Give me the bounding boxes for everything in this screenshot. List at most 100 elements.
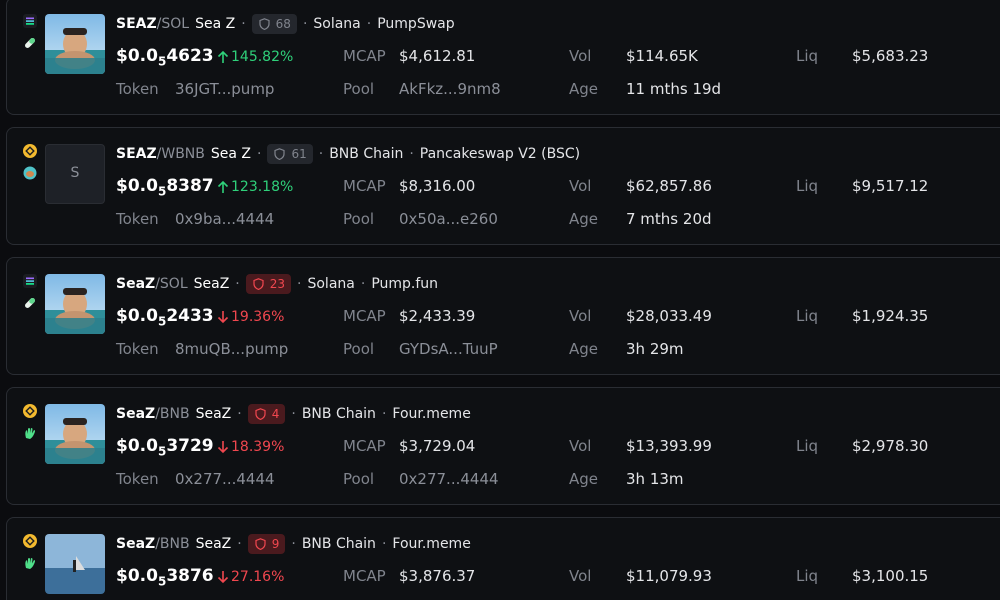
price-prefix: $0.0 <box>116 436 158 456</box>
chain-name: BNB Chain <box>329 146 404 162</box>
vol-value: $28,033.49 <box>626 307 712 325</box>
separator: · <box>381 406 387 422</box>
token-avatar <box>45 274 105 334</box>
score: 23 <box>269 277 286 291</box>
avatar-image <box>45 404 105 464</box>
liq-value: $1,924.35 <box>852 307 929 325</box>
vol-value: $114.65K <box>626 47 698 65</box>
token-card[interactable]: SeaZ / BNB SeaZ · 9 · BNB Chain · Four.meme $0.053… <box>6 517 1000 600</box>
age-label: Age <box>569 470 599 488</box>
token-label: Token <box>116 80 159 98</box>
base-symbol: SeaZ <box>116 406 156 422</box>
separator: · <box>291 406 296 422</box>
liq-value: $9,517.12 <box>852 177 929 195</box>
chain-icon <box>23 14 37 28</box>
change-value: 19.36% <box>231 309 285 325</box>
mcap-label: MCAP <box>343 437 386 455</box>
change-arrow <box>217 50 229 63</box>
title-row: SEAZ / SOL Sea Z · 68 · Solana · PumpSwap <box>116 14 455 34</box>
pool-label: Pool <box>343 470 375 488</box>
quote-symbol: BNB <box>159 536 190 552</box>
change-value: 145.82% <box>231 49 294 65</box>
avatar-image <box>45 534 105 594</box>
token-name: Sea Z <box>195 16 236 32</box>
token-avatar: S <box>45 144 105 204</box>
change-value: 123.18% <box>231 179 294 195</box>
liq-label: Liq <box>796 47 819 65</box>
pair-separator: / <box>155 276 160 292</box>
price-change: 123.18% <box>217 177 293 197</box>
quote-symbol: SOL <box>159 276 188 292</box>
base-symbol: SeaZ <box>116 536 156 552</box>
quote-symbol: SOL <box>161 16 190 32</box>
liq-label: Liq <box>796 177 819 195</box>
price-prefix: $0.0 <box>116 306 158 326</box>
mcap-label: MCAP <box>343 47 386 65</box>
price-prefix: $0.0 <box>116 176 158 196</box>
separator: · <box>241 16 246 32</box>
token-label: Token <box>116 470 159 488</box>
score-badge: 61 <box>267 144 313 164</box>
token-value: 36JGT...pump <box>175 80 275 98</box>
token-avatar <box>45 404 105 464</box>
dex-icon <box>25 428 35 439</box>
title-row: SeaZ / BNB SeaZ · 9 · BNB Chain · Four.meme <box>116 534 471 554</box>
price-zeros: 5 <box>157 444 167 459</box>
token-card[interactable]: SEAZ / SOL Sea Z · 68 · Solana · PumpSwap $0.05462… <box>6 0 1000 115</box>
liq-value: $2,978.30 <box>852 437 929 455</box>
token-name: SeaZ <box>195 536 232 552</box>
token-name: Sea Z <box>210 146 252 162</box>
mcap-label: MCAP <box>343 307 386 325</box>
score: 9 <box>271 537 280 551</box>
shield-icon <box>253 278 264 290</box>
token-value: 0x9ba...4444 <box>175 210 275 228</box>
price-change: 145.82% <box>217 47 293 67</box>
chain-icon <box>23 274 37 288</box>
shield-icon <box>255 538 266 550</box>
liq-label: Liq <box>796 567 819 585</box>
price-zeros: 5 <box>157 314 167 329</box>
pair-separator: / <box>155 406 160 422</box>
pool-label: Pool <box>343 80 375 98</box>
score: 68 <box>275 17 291 31</box>
price-prefix: $0.0 <box>116 566 158 586</box>
token-value: 0x277...4444 <box>175 470 275 488</box>
dex-icon <box>25 38 35 48</box>
chain-icon <box>23 404 37 418</box>
token-card[interactable]: S SEAZ / WBNB Sea Z · 61 · BNB Chain · Pancakeswap… <box>6 127 1000 245</box>
token-card[interactable]: SeaZ / SOL SeaZ · 23 · Solana · Pump.fun $0.052433… <box>6 257 1000 375</box>
vol-label: Vol <box>569 567 592 585</box>
separator: · <box>360 276 366 292</box>
price: $0.053729 <box>116 436 214 461</box>
liq-label: Liq <box>796 437 819 455</box>
separator: · <box>302 16 308 32</box>
price-digits: 3876 <box>166 566 214 586</box>
score-badge: 23 <box>245 274 292 294</box>
pair: SeaZ / SOL <box>116 274 188 294</box>
price: $0.058387 <box>116 176 214 201</box>
score-badge: 9 <box>247 534 286 554</box>
shield-icon <box>274 148 286 160</box>
score-badge: 68 <box>251 14 297 34</box>
price: $0.053876 <box>116 566 214 591</box>
price-zeros: 5 <box>157 184 167 199</box>
separator: · <box>381 536 387 552</box>
score-badge: 4 <box>247 404 286 424</box>
vol-label: Vol <box>569 437 592 455</box>
pair-separator: / <box>156 146 162 162</box>
price-change: 18.39% <box>217 437 284 457</box>
price-digits: 3729 <box>166 436 214 456</box>
mcap-value: $4,612.81 <box>399 47 476 65</box>
liq-label: Liq <box>796 307 819 325</box>
score: 61 <box>291 147 307 161</box>
separator: · <box>291 536 296 552</box>
shield-icon <box>255 408 266 420</box>
base-symbol: SeaZ <box>116 276 156 292</box>
pair-separator: / <box>156 16 162 32</box>
vol-label: Vol <box>569 177 592 195</box>
chain-name: Solana <box>307 276 355 292</box>
token-card[interactable]: SeaZ / BNB SeaZ · 4 · BNB Chain · Four.meme $0.053… <box>6 387 1000 505</box>
price-zeros: 5 <box>157 574 167 589</box>
